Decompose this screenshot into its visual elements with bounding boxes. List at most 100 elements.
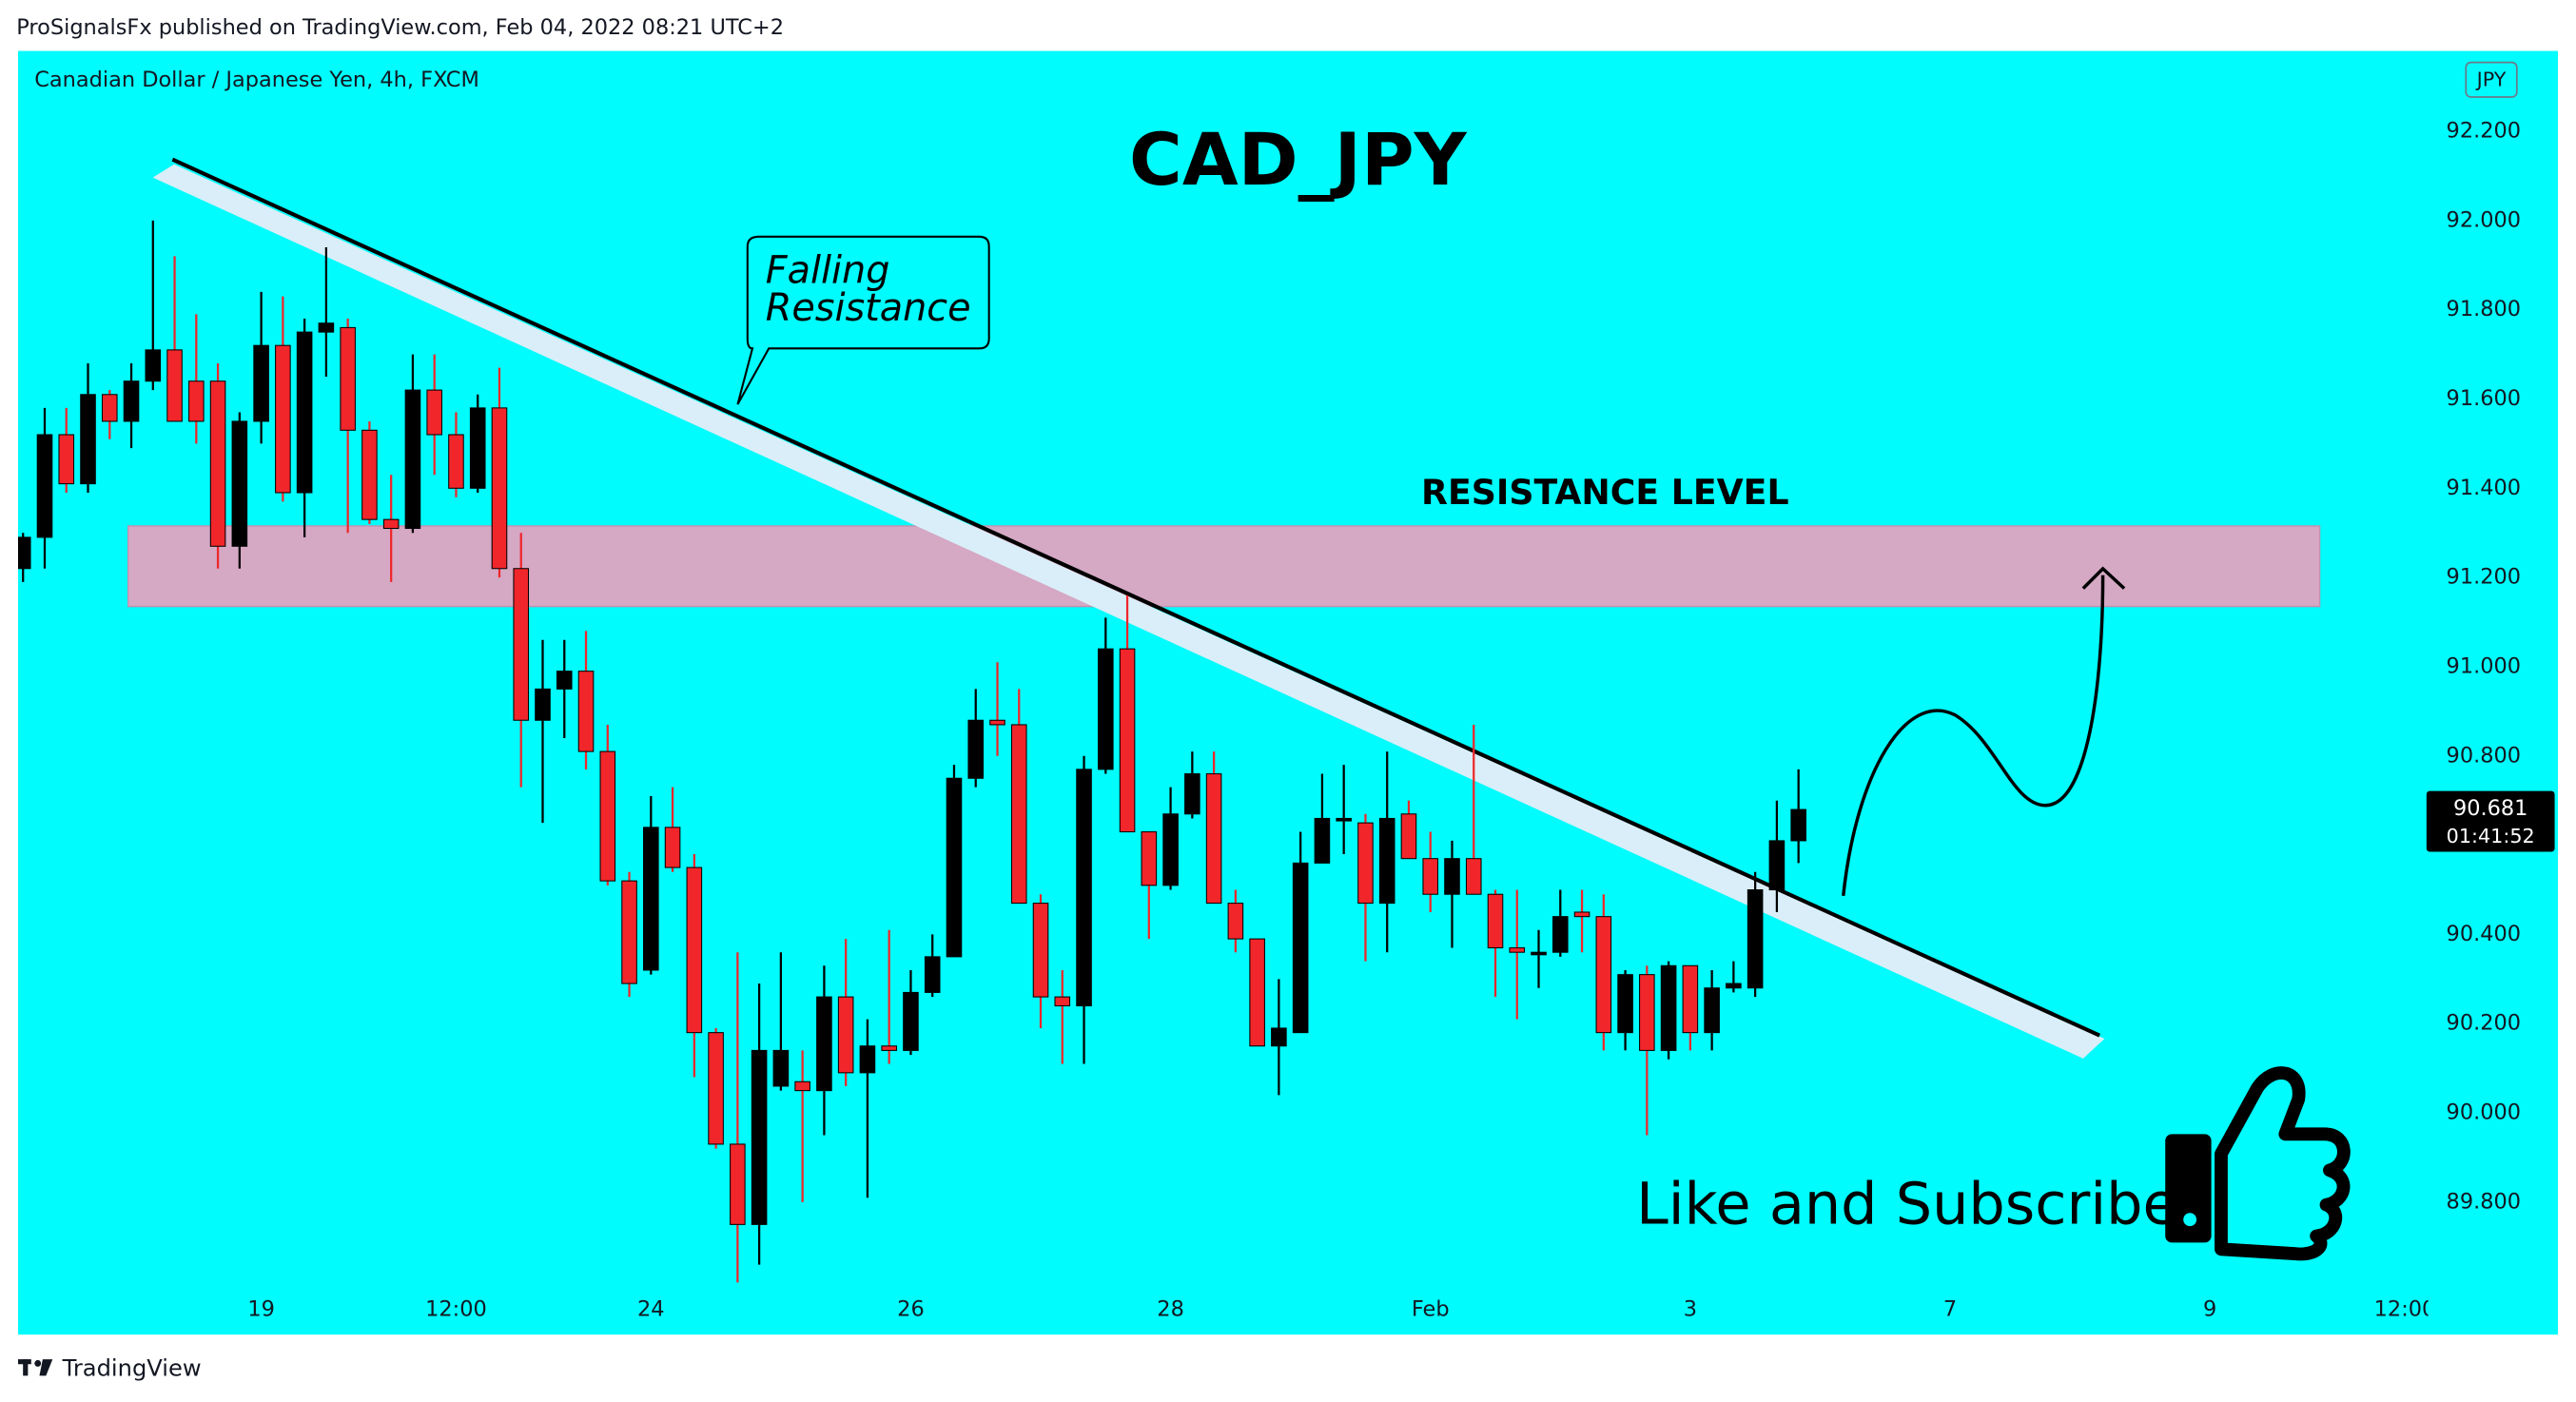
x-tick-label: 19 [247, 1297, 275, 1322]
candle-body [1509, 946, 1526, 953]
candle-body [1054, 996, 1071, 1007]
x-tick-label: 12:00 [2374, 1297, 2436, 1322]
candle-body [686, 867, 703, 1034]
candle-body [772, 1049, 790, 1087]
x-tick-label: 12:00 [425, 1297, 487, 1322]
candle-body [1314, 817, 1331, 864]
y-tick-label: 91.400 [2447, 476, 2521, 500]
candle-body [231, 420, 248, 547]
candle-body [426, 389, 442, 436]
candle-body [296, 331, 313, 494]
y-tick-label: 90.800 [2447, 743, 2521, 768]
plot-area: 19 12:00 24 26 28 Feb 3 7 9 12:00 [17, 220, 2436, 1322]
y-tick-label: 91.600 [2447, 386, 2521, 411]
resistance-label: RESISTANCE LEVEL [1421, 472, 1789, 513]
logo-part [39, 1359, 53, 1376]
callout-box [736, 235, 990, 405]
candle-body [924, 956, 941, 993]
candle-body [837, 996, 854, 1074]
y-tick-label: 91.200 [2447, 565, 2521, 590]
x-tick-label: 9 [2203, 1297, 2216, 1322]
last-price-box [2426, 790, 2555, 852]
y-tick-label: 90.200 [2447, 1011, 2521, 1036]
candle-body [166, 349, 183, 422]
y-tick-label: 91.800 [2447, 297, 2521, 321]
candle-body [989, 719, 1005, 726]
candle-body [58, 434, 75, 485]
candle-body [1400, 813, 1417, 860]
currency-box [2465, 61, 2518, 98]
candle-body [101, 394, 118, 422]
candle-body [1617, 974, 1633, 1034]
candle-body [816, 996, 832, 1092]
publish-header: ProSignalsFx published on TradingView.co… [16, 15, 784, 40]
candle-body [361, 429, 378, 520]
candle-body [794, 1081, 810, 1092]
last-price-label: 90.681 [2453, 796, 2527, 821]
candle-body [382, 518, 400, 530]
y-tick-label: 90.400 [2447, 922, 2521, 946]
candle-body [1292, 862, 1309, 1034]
candle-body [859, 1045, 876, 1074]
candle-body [967, 719, 985, 779]
candle-body [1487, 893, 1504, 949]
callout-text: Resistance [766, 286, 971, 330]
x-tick-label: 24 [637, 1297, 665, 1322]
candle-body [730, 1143, 746, 1225]
thumbs-up-icon [2165, 1066, 2351, 1261]
icon-cuff [2165, 1134, 2212, 1243]
candle-body [1162, 813, 1179, 886]
cta-text: Like and Subscribe [1636, 1172, 2178, 1238]
candle-body [188, 380, 205, 422]
candle-body [881, 1045, 897, 1051]
candle-body [1768, 840, 1786, 891]
y-tick-label: 91.000 [2447, 653, 2521, 678]
candle-body [1271, 1027, 1287, 1047]
icon-hand [2215, 1066, 2351, 1261]
candle-body [903, 991, 919, 1051]
candle-body [491, 407, 508, 570]
candle-body [80, 394, 96, 485]
candle-body [36, 434, 53, 538]
resistance-zone [127, 525, 2321, 608]
candle-body [275, 344, 291, 494]
candle-body [340, 326, 356, 431]
candle-body [1531, 951, 1547, 956]
candle-body [513, 568, 530, 721]
candle-body [253, 344, 269, 422]
candle-body [17, 536, 31, 570]
candle-body [209, 380, 226, 547]
projection-arrow [1842, 574, 2105, 896]
candle-body [1465, 858, 1482, 895]
candle-body [1704, 987, 1720, 1034]
chart-title: CAD_JPY [1129, 117, 1468, 202]
candle-body [946, 777, 963, 958]
candle-body [1357, 822, 1374, 905]
candle-body [1010, 724, 1027, 905]
candle-body [1790, 808, 1806, 842]
candle-body [1184, 773, 1200, 815]
candle-body [1336, 817, 1352, 822]
candle-body [621, 880, 637, 984]
x-tick-label: 26 [897, 1297, 925, 1322]
logo-part [34, 1359, 42, 1367]
candle-body [1726, 983, 1742, 989]
candle-body [708, 1032, 724, 1145]
candle-body [1422, 858, 1439, 895]
candle-body [1573, 911, 1590, 918]
candle-body [1205, 773, 1222, 905]
candle-body [1227, 903, 1244, 940]
arrow-head [2081, 566, 2126, 590]
candle-body [145, 349, 162, 382]
candle-body [577, 671, 595, 752]
y-tick-label: 92.200 [2447, 119, 2521, 144]
candle-body [1032, 903, 1049, 998]
candle-body [556, 671, 573, 690]
candle-body [1076, 769, 1092, 1007]
candle-body [1747, 889, 1764, 989]
trend-band [152, 164, 2105, 1059]
price-axis: 92.200 92.000 91.800 91.600 91.400 91.200 91.0… [2426, 119, 2555, 1214]
candle-body [469, 407, 486, 489]
candle-body [1444, 858, 1460, 895]
